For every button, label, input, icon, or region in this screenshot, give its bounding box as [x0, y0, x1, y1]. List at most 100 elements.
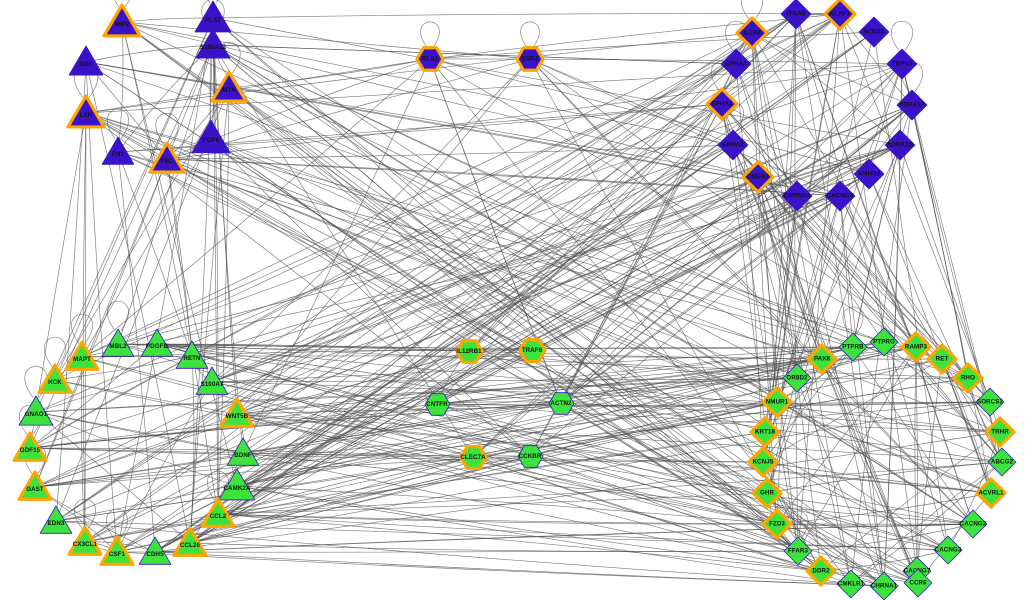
graph-edge [560, 173, 870, 404]
graph-node-csf1[interactable]: CSF1 [99, 534, 135, 570]
graph-node-itga5[interactable]: ITGA5 [778, 0, 814, 32]
graph-node-ptprb[interactable]: PTPRB [836, 330, 870, 364]
graph-edge [436, 403, 918, 572]
graph-node-trhr[interactable]: TRHR [983, 415, 1017, 449]
graph-node-cacng4[interactable]: CACNG4 [822, 178, 858, 214]
graph-node-cdh5[interactable]: CDH5 [137, 534, 173, 570]
graph-node-gdf15[interactable]: GDF15 [12, 430, 48, 466]
graph-node-s100a7[interactable]: S100A7 [194, 364, 230, 400]
graph-node-gast[interactable]: GAST [17, 469, 53, 505]
graph-edge [85, 61, 885, 343]
graph-edge [189, 17, 214, 544]
graph-node-actn2[interactable]: ACTN2 [546, 388, 577, 419]
graph-edge [820, 431, 1001, 572]
graph-node-il12rb1[interactable]: IL12RB1 [454, 336, 485, 367]
graph-node-ccl26[interactable]: CCL26 [172, 525, 208, 561]
graph-edge [85, 61, 759, 178]
graph-edge [116, 381, 213, 553]
graph-node-ghr[interactable]: GHR [750, 476, 784, 510]
graph-edge [156, 343, 470, 352]
graph-node-ccr6[interactable]: CCR6 [901, 566, 935, 600]
graph-node-cckbr[interactable]: CCKBR [515, 441, 546, 472]
graph-node-cnga3[interactable]: CNGA3 [740, 159, 776, 195]
graph-node-gnao1[interactable]: GNAO1 [17, 393, 55, 431]
graph-edge [210, 137, 822, 572]
graph-node-chrna4[interactable]: CHRNA4 [779, 178, 815, 214]
graph-node-s100a12[interactable]: S100A12 [194, 26, 232, 64]
graph-node-wnt5b[interactable]: WNT5B [219, 396, 255, 432]
graph-node-cx3cl1[interactable]: CX3CL1 [67, 524, 103, 560]
graph-node-trpv3[interactable]: TRPV3 [884, 46, 920, 82]
graph-node-klrf1[interactable]: KLRF1 [822, 0, 858, 32]
graph-edge [242, 452, 974, 525]
graph-edge [796, 104, 913, 197]
graph-node-traf6[interactable]: TRAF6 [517, 335, 548, 366]
graph-node-mtn[interactable]: MTN [210, 69, 248, 107]
graph-node-sorcs2[interactable]: SORCS2 [973, 385, 1007, 419]
graph-node-esr2[interactable]: ESR2 [514, 43, 546, 75]
graph-edge [212, 17, 822, 572]
graph-node-lxn[interactable]: LXN [66, 93, 106, 133]
graph-node-scn3b[interactable]: SCN3B [856, 14, 892, 50]
graph-node-fbl[interactable]: FBL [148, 140, 186, 178]
graph-node-fgf6[interactable]: FGF6 [190, 117, 232, 159]
graph-edge [154, 31, 875, 553]
graph-node-cacng3[interactable]: CACNG3 [931, 533, 965, 567]
graph-edge [117, 151, 533, 351]
graph-node-cntfr[interactable]: CNTFR [422, 389, 453, 420]
graph-edge [797, 523, 974, 552]
graph-node-clec7a[interactable]: CLEC7A [458, 442, 489, 473]
graph-edge [217, 431, 766, 515]
graph-edge [794, 13, 799, 552]
graph-node-nmur1[interactable]: NMUR1 [760, 385, 794, 419]
graph-node-epha4[interactable]: EPHA4 [718, 46, 754, 82]
graph-edge [211, 13, 797, 383]
graph-edge [529, 195, 841, 457]
graph-node-kcnj5[interactable]: KCNJ5 [746, 445, 780, 479]
graph-edge [154, 173, 870, 553]
graph-edge [85, 61, 841, 197]
graph-edge [941, 358, 992, 494]
graph-node-mbl2[interactable]: MBL2 [100, 326, 136, 362]
graph-node-ngf[interactable]: NGF [67, 43, 105, 81]
graph-node-fn1[interactable]: FN1 [100, 134, 136, 170]
graph-edge [212, 17, 901, 146]
graph-edge [762, 346, 854, 463]
graph-edge [776, 341, 885, 403]
graph-node-adra1a[interactable]: ADRA1A [894, 87, 930, 123]
graph-edge [529, 455, 799, 552]
graph-edge [117, 151, 823, 360]
graph-edge [217, 87, 230, 515]
graph-node-adra1b[interactable]: ADRA1B [882, 127, 918, 163]
graph-edge [776, 523, 974, 527]
graph-node-mip2[interactable]: MIP2 [102, 2, 142, 42]
graph-edge [217, 461, 1003, 515]
graph-node-pdgfb[interactable]: PDGFB [139, 326, 175, 362]
graph-edge [212, 44, 974, 525]
graph-edge [34, 350, 470, 488]
graph-edge [212, 44, 799, 552]
graph-self-loop [155, 113, 179, 145]
graph-edge [436, 403, 949, 551]
graph-edge [795, 13, 974, 525]
graph-node-ptpro[interactable]: PTPRO [867, 325, 901, 359]
graph-edge [34, 401, 778, 488]
graph-edge [795, 13, 885, 587]
graph-node-abcg2[interactable]: ABCG2 [985, 445, 1019, 479]
graph-edge [472, 63, 903, 458]
graph-node-ddr2[interactable]: DDR2 [804, 554, 838, 588]
graph-node-rls1[interactable]: RLS1 [414, 43, 446, 75]
graph-node-acvrl1[interactable]: ACVRL1 [974, 476, 1008, 510]
graph-self-loop [842, 306, 864, 335]
graph-node-chrna1[interactable]: CHRNA1 [867, 569, 901, 600]
graph-edge [156, 144, 734, 345]
graph-edge [766, 358, 823, 494]
graph-node-epha3[interactable]: EPHA3 [715, 127, 751, 163]
graph-node-krt18[interactable]: KRT18 [748, 415, 782, 449]
graph-node-epha2[interactable]: EPHA2 [704, 86, 740, 122]
graph-edge [236, 350, 470, 415]
graph-edge [217, 513, 974, 525]
graph-edge [217, 346, 854, 515]
graph-node-cmklr1[interactable]: CMKLR1 [834, 567, 868, 600]
